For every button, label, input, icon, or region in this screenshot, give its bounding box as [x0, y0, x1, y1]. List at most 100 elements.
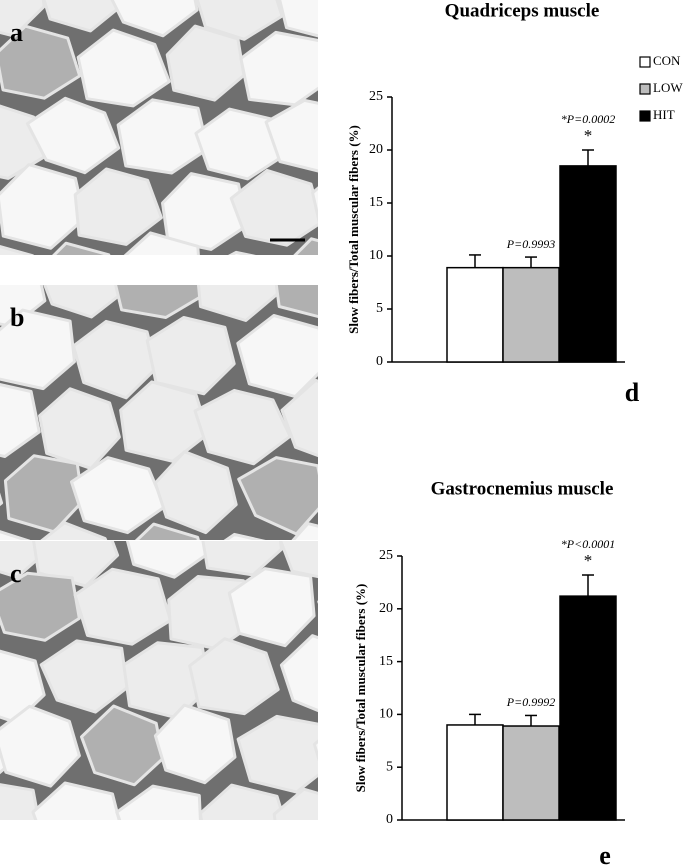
muscle-fiber: [0, 571, 81, 642]
legend-swatch: [639, 56, 651, 68]
muscle-fiber: [0, 383, 41, 458]
muscle-fiber: [119, 380, 210, 463]
p-value: *P<0.0001: [561, 537, 615, 551]
legend-swatch: [639, 110, 651, 122]
bar: [559, 595, 617, 821]
y-axis-label: Slow fibers/Total muscular fibers (%): [346, 125, 361, 334]
p-value: P=0.9992: [506, 695, 555, 709]
y-tick-label: 5: [376, 301, 383, 316]
muscle-fiber: [145, 316, 236, 396]
y-tick-label: 0: [386, 812, 393, 827]
muscle-fiber: [312, 739, 318, 762]
y-tick-label: 15: [369, 195, 383, 210]
y-tick-label: 25: [369, 89, 383, 104]
muscle-fiber: [311, 186, 318, 224]
legend-label: HIT: [653, 107, 675, 122]
significance-star: *: [584, 126, 593, 145]
muscle-fiber: [115, 784, 202, 820]
muscle-fiber: [0, 492, 4, 507]
muscle-fiber: [201, 541, 283, 577]
panel-label: a: [10, 18, 23, 47]
muscle-fiber: [278, 0, 318, 38]
y-tick-label: 20: [379, 601, 393, 616]
muscle-fiber: [223, 532, 266, 540]
y-axis-label: Slow fibers/Total muscular fibers (%): [353, 584, 368, 793]
y-tick-label: 0: [376, 354, 383, 369]
significance-star: *: [584, 551, 593, 570]
muscle-fiber: [31, 781, 121, 820]
panel-label: b: [10, 303, 24, 332]
p-value: P=0.9993: [506, 237, 555, 251]
chart-title: Gastrocnemius muscle: [431, 478, 614, 499]
muscle-fiber: [0, 783, 41, 820]
p-value: *P=0.0002: [561, 112, 615, 126]
muscle-fiber: [0, 163, 86, 250]
muscle-fiber: [188, 637, 280, 716]
muscle-fiber: [195, 0, 284, 41]
bar: [446, 724, 504, 821]
muscle-fiber: [42, 0, 124, 33]
bar: [559, 165, 617, 363]
muscle-fiber: [72, 319, 158, 400]
muscle-fiber: [73, 567, 172, 646]
muscle-fiber: [316, 430, 403, 502]
muscle-fiber: [198, 783, 286, 820]
muscle-fiber: [134, 522, 200, 540]
muscle-fiber: [272, 787, 318, 820]
bar: [446, 266, 504, 363]
chart-title: Quadriceps muscle: [445, 0, 600, 21]
muscle-fiber: [70, 456, 167, 535]
y-tick-label: 15: [379, 654, 393, 669]
muscle-fiber: [73, 167, 163, 246]
micrograph: [0, 0, 408, 255]
muscle-fiber: [39, 639, 129, 714]
muscle-fiber: [110, 0, 199, 38]
muscle-fiber: [165, 24, 246, 102]
y-tick-label: 10: [369, 248, 383, 263]
muscle-fiber: [0, 24, 82, 100]
muscle-fiber: [320, 33, 408, 113]
micrograph: [0, 285, 403, 540]
bar: [502, 725, 560, 821]
muscle-fiber: [227, 567, 316, 648]
muscle-fiber: [264, 98, 318, 173]
muscle-fiber: [236, 714, 318, 794]
y-tick-label: 5: [386, 759, 393, 774]
muscle-fiber: [123, 231, 200, 255]
muscle-fiber: [237, 456, 318, 536]
legend-swatch: [639, 83, 651, 95]
muscle-fiber: [228, 250, 257, 255]
muscle-fiber: [80, 704, 165, 787]
muscle-fiber: [229, 168, 318, 247]
muscle-fiber: [274, 285, 318, 319]
muscle-fiber: [161, 172, 249, 251]
muscle-fiber: [279, 541, 318, 579]
muscle-fiber: [52, 241, 111, 255]
muscle-fiber: [293, 237, 318, 255]
micrograph: [0, 430, 403, 820]
y-tick-label: 25: [379, 548, 393, 563]
y-tick-label: 20: [369, 142, 383, 157]
muscle-fiber: [43, 285, 126, 319]
legend-label: LOW: [653, 80, 683, 95]
muscle-fiber: [279, 634, 318, 713]
muscle-fiber: [0, 704, 81, 788]
muscle-fiber: [153, 703, 237, 785]
muscle-fiber: [0, 530, 31, 540]
panel-label: e: [599, 841, 611, 868]
muscle-fiber: [153, 450, 238, 535]
muscle-fiber: [76, 28, 171, 108]
muscle-fiber: [125, 541, 213, 579]
legend-label: CON: [653, 53, 681, 68]
y-tick-label: 10: [379, 707, 393, 722]
muscle-fiber: [291, 522, 318, 540]
muscle-fiber: [116, 98, 210, 175]
muscle-fiber: [114, 285, 206, 319]
bar: [502, 266, 560, 363]
panel-label: d: [625, 378, 640, 407]
panel-label: c: [10, 559, 22, 588]
muscle-fiber: [0, 308, 76, 391]
muscle-fiber: [196, 285, 282, 322]
muscle-fiber: [321, 459, 403, 539]
